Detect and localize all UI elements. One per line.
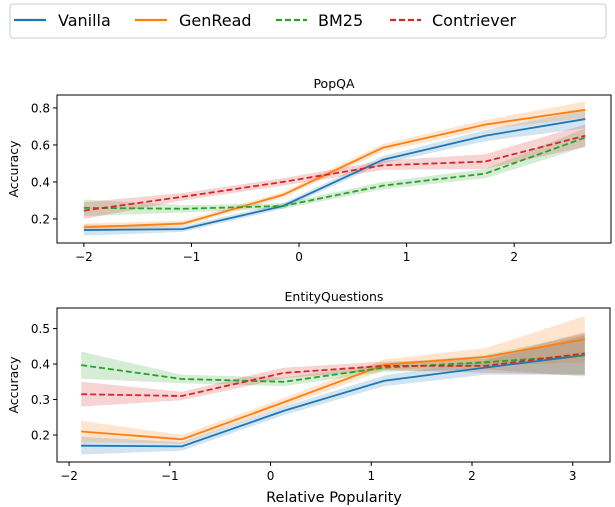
entityquestions-yticks: 0.2 0.3 0.4 0.5	[31, 322, 57, 443]
entityquestions-axes-frame	[56, 307, 611, 463]
popqa-line-contriever	[83, 134, 586, 212]
entityquestions-xtick-label: −1	[161, 469, 179, 483]
popqa-ytick-label: 0.6	[31, 138, 50, 152]
popqa-ytick-label: 0.2	[31, 212, 50, 226]
entityquestions-ytick-label: 0.2	[31, 429, 50, 443]
popqa-xtick-label: 0	[295, 250, 303, 264]
popqa-band-contriever	[83, 124, 586, 219]
popqa-line-bm25	[83, 136, 586, 210]
legend-item-genread: GenRead	[135, 11, 252, 30]
entityquestions-xtick-label: 0	[267, 469, 275, 483]
legend: Vanilla GenRead BM25 Contriever	[9, 3, 607, 39]
popqa-line-vanilla	[83, 118, 586, 231]
popqa-ylabel: Accuracy	[6, 140, 21, 198]
entityquestions-xlabel: Relative Popularity	[266, 490, 402, 506]
entityquestions-ylabel: Accuracy	[6, 356, 21, 414]
popqa-ytick-label: 0.4	[31, 175, 50, 189]
popqa-xtick-label: 1	[403, 250, 411, 264]
legend-label-contriever: Contriever	[432, 11, 517, 30]
popqa-band-bm25	[83, 128, 586, 217]
entityquestions-xtick-label: 3	[569, 469, 577, 483]
entityquestions-xtick-label: 2	[468, 469, 476, 483]
entityquestions-ytick-label: 0.3	[31, 393, 50, 407]
popqa-ytick-label: 0.8	[31, 101, 50, 115]
entityquestions-title: EntityQuestions	[285, 289, 384, 304]
legend-item-contriever: Contriever	[390, 11, 517, 30]
popqa-xtick-label: −2	[75, 250, 93, 264]
popqa-band-genread	[83, 101, 586, 231]
legend-item-bm25: BM25	[276, 11, 363, 30]
popqa-xtick-label: −1	[183, 250, 201, 264]
entityquestions-line-genread	[81, 338, 585, 441]
legend-item-vanilla: Vanilla	[14, 11, 111, 30]
entityquestions-line-contriever	[81, 352, 585, 397]
legend-label-bm25: BM25	[318, 11, 363, 30]
popqa-title: PopQA	[313, 76, 355, 91]
popqa-axes-frame	[56, 94, 612, 244]
popqa-panel: PopQA Accuracy −2 −1 0 1 2 0.2 0.4 0.6 0.8	[6, 76, 612, 264]
entityquestions-ytick-label: 0.4	[31, 358, 50, 372]
popqa-lines	[83, 108, 586, 231]
entityquestions-line-bm25	[81, 354, 585, 383]
legend-frame	[9, 3, 607, 39]
popqa-yticks: 0.2 0.4 0.6 0.8	[31, 101, 57, 226]
popqa-xtick-label: 2	[510, 250, 518, 264]
entityquestions-line-vanilla	[81, 354, 585, 448]
entityquestions-ytick-label: 0.5	[31, 322, 50, 336]
entityquestions-xtick-label: −2	[60, 469, 78, 483]
entityquestions-lines	[81, 338, 585, 448]
entityquestions-xtick-label: 1	[367, 469, 375, 483]
entityquestions-xticks: −2 −1 0 1 2 3	[60, 462, 577, 483]
entityquestions-band-genread	[81, 316, 585, 444]
legend-label-vanilla: Vanilla	[58, 11, 111, 30]
popqa-line-genread	[83, 108, 586, 229]
entityquestions-bands	[81, 316, 585, 455]
legend-label-genread: GenRead	[179, 11, 252, 30]
popqa-xticks: −2 −1 0 1 2	[75, 243, 518, 264]
entityquestions-panel: EntityQuestions Accuracy −2 −1 0 1 2 3 0.2 0.3…	[6, 289, 611, 506]
